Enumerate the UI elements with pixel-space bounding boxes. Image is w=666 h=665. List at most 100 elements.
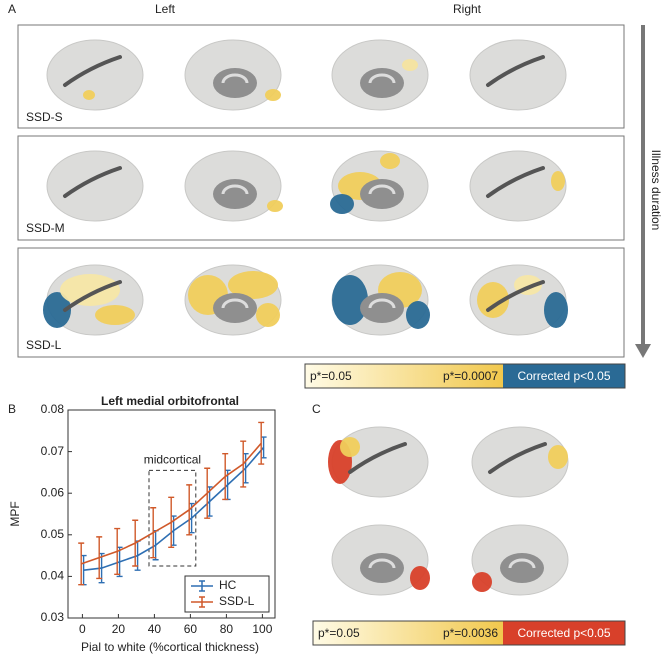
brain xyxy=(330,150,429,222)
panel-label: B xyxy=(8,402,16,416)
colorbar xyxy=(503,364,625,388)
brain-region xyxy=(402,59,418,71)
brain-surface xyxy=(469,39,567,111)
brain xyxy=(471,426,569,498)
error-bar xyxy=(186,484,193,536)
brain-region xyxy=(43,292,71,328)
brain xyxy=(184,264,282,336)
x-axis-label: Pial to white (%cortical thickness) xyxy=(81,640,259,654)
colorbar-label: p*=0.0007 xyxy=(443,369,498,383)
y-tick-label: 0.08 xyxy=(41,402,65,416)
brain-sulcus xyxy=(63,55,122,87)
error-bar xyxy=(258,421,265,465)
error-bar xyxy=(240,440,247,488)
brain xyxy=(184,39,282,111)
brain xyxy=(469,150,567,222)
y-tick-label: 0.03 xyxy=(41,610,65,624)
brain-region xyxy=(228,271,278,299)
brain-region xyxy=(406,301,430,329)
brain xyxy=(46,150,144,222)
brain-region xyxy=(95,305,135,325)
colorbar-label: Corrected p<0.05 xyxy=(517,626,610,640)
colorbar xyxy=(305,364,503,388)
brain-sulcus xyxy=(368,558,396,569)
legend-swatch xyxy=(191,596,213,608)
brain-medial-wall xyxy=(500,553,544,583)
column-label: Left xyxy=(155,2,176,16)
row-label: SSD-M xyxy=(26,221,65,235)
brain-surface xyxy=(469,150,567,222)
brain-medial-wall xyxy=(213,293,257,323)
plot: 0.03 0.04 0.05 0.06 0.07 0.08 0 20 40 60 80 100 midc… xyxy=(41,402,276,636)
brain-images xyxy=(43,39,569,596)
brain-sulcus xyxy=(508,558,536,569)
brain-medial-wall xyxy=(360,68,404,98)
colorbar xyxy=(503,621,625,645)
brain xyxy=(469,39,567,111)
y-axis-label: MPF xyxy=(8,501,22,526)
brain-region xyxy=(472,572,492,592)
row-box xyxy=(17,24,625,129)
brain-surface xyxy=(46,39,144,111)
brain-region xyxy=(551,171,565,191)
brain-sulcus xyxy=(486,166,545,198)
brain-region xyxy=(477,282,509,318)
y-tick-label: 0.04 xyxy=(41,569,65,583)
brain-region xyxy=(330,194,354,214)
panel-label: C xyxy=(312,402,321,416)
column-label: Right xyxy=(453,2,482,16)
colorbar-label: p*=0.05 xyxy=(318,626,360,640)
brain-surface xyxy=(46,150,144,222)
colorbar-label: p*=0.05 xyxy=(310,369,352,383)
error-bar xyxy=(222,452,229,501)
colorbar xyxy=(313,621,503,645)
brain-region xyxy=(548,445,568,469)
error-bar xyxy=(114,527,121,576)
brain xyxy=(184,150,283,222)
brain-medial-wall xyxy=(213,68,257,98)
error-bar xyxy=(78,542,85,586)
row-box xyxy=(17,135,625,241)
plot-frame xyxy=(67,409,276,619)
brain-sulcus xyxy=(221,184,249,195)
row-label: SSD-L xyxy=(26,338,62,352)
colorbar-frame xyxy=(312,620,626,646)
brain-sulcus xyxy=(368,184,396,195)
y-tick-label: 0.06 xyxy=(41,485,65,499)
brain xyxy=(46,39,144,111)
legend-label: SSD-L xyxy=(219,594,255,608)
annotation-box xyxy=(148,469,197,567)
x-tick-label: 20 xyxy=(112,622,126,636)
error-bar xyxy=(96,536,103,580)
error-bar xyxy=(204,467,211,519)
brain-region xyxy=(410,566,430,590)
colorbar-frame xyxy=(304,363,626,389)
error-bar xyxy=(150,507,157,559)
arrow-head xyxy=(635,344,651,358)
legend-label: HC xyxy=(219,578,237,592)
brain xyxy=(331,39,429,111)
x-tick-label: 80 xyxy=(220,622,234,636)
brain-medial-wall xyxy=(360,293,404,323)
y-tick-label: 0.07 xyxy=(41,444,65,458)
brain-region xyxy=(544,292,568,328)
brain xyxy=(471,524,569,596)
brain xyxy=(331,524,430,596)
brain-region xyxy=(267,200,283,212)
brain-sulcus xyxy=(368,73,396,84)
error-bar xyxy=(168,496,175,548)
brain xyxy=(331,264,430,336)
error-bar xyxy=(132,519,139,567)
y-tick-label: 0.05 xyxy=(41,527,65,541)
brain-region xyxy=(83,90,95,100)
colorbar-label: p*=0.0036 xyxy=(443,626,498,640)
brain-medial-wall xyxy=(360,179,404,209)
brain-sulcus xyxy=(348,442,407,474)
brain-sulcus xyxy=(486,280,545,312)
brain-sulcus xyxy=(221,73,249,84)
x-tick-label: 0 xyxy=(79,622,86,636)
brain-sulcus xyxy=(63,166,122,198)
brain-region xyxy=(340,437,360,457)
arrow-label: Illness duration xyxy=(649,150,663,231)
brain-region xyxy=(265,89,281,101)
